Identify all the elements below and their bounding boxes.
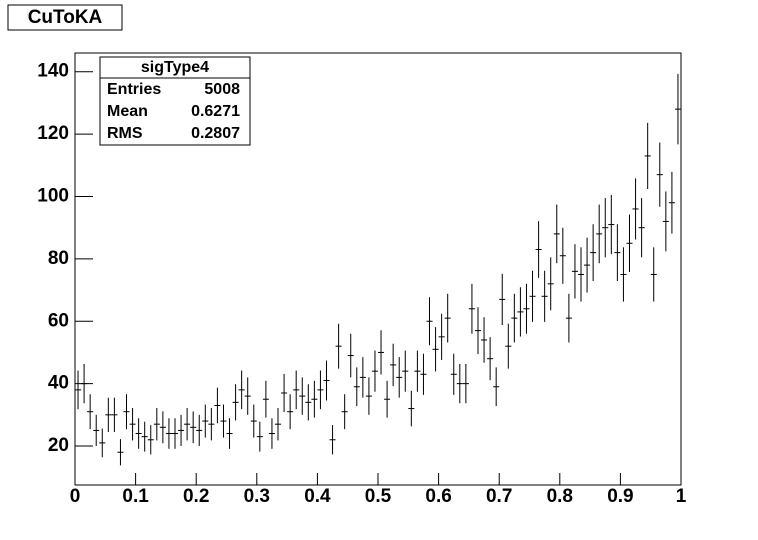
y-tick-label: 100 [37,185,69,206]
stats-label: Entries [107,81,161,98]
x-tick-label: 0.5 [365,486,392,507]
stats-value: 0.6271 [191,103,240,120]
x-tick-label: 0.3 [244,486,270,507]
x-tick-label: 0.2 [183,486,209,507]
x-tick-label: 1 [676,486,687,507]
x-tick-label: 0.8 [547,486,573,507]
y-tick-label: 140 [37,61,69,82]
title-box [7,4,123,31]
x-tick-label: 0.6 [425,486,451,507]
y-tick-label: 40 [48,373,69,394]
x-tick-label: 0 [70,486,81,507]
stats-label: RMS [107,125,143,142]
x-tick-label: 0.1 [122,486,149,507]
stats-value: 5008 [204,81,240,98]
y-tick-label: 60 [48,310,69,331]
stats-value: 0.2807 [191,125,240,142]
y-tick-label: 20 [48,435,69,456]
x-tick-label: 0.7 [486,486,512,507]
x-tick-label: 0.4 [304,486,331,507]
y-tick-label: 120 [37,123,69,144]
stats-label: Mean [107,103,148,120]
y-tick-label: 80 [48,248,69,269]
stats-name: sigType4 [141,59,209,76]
chart-title: CuToKA [28,7,103,28]
x-tick-label: 0.9 [607,486,633,507]
stats-box [99,56,251,146]
